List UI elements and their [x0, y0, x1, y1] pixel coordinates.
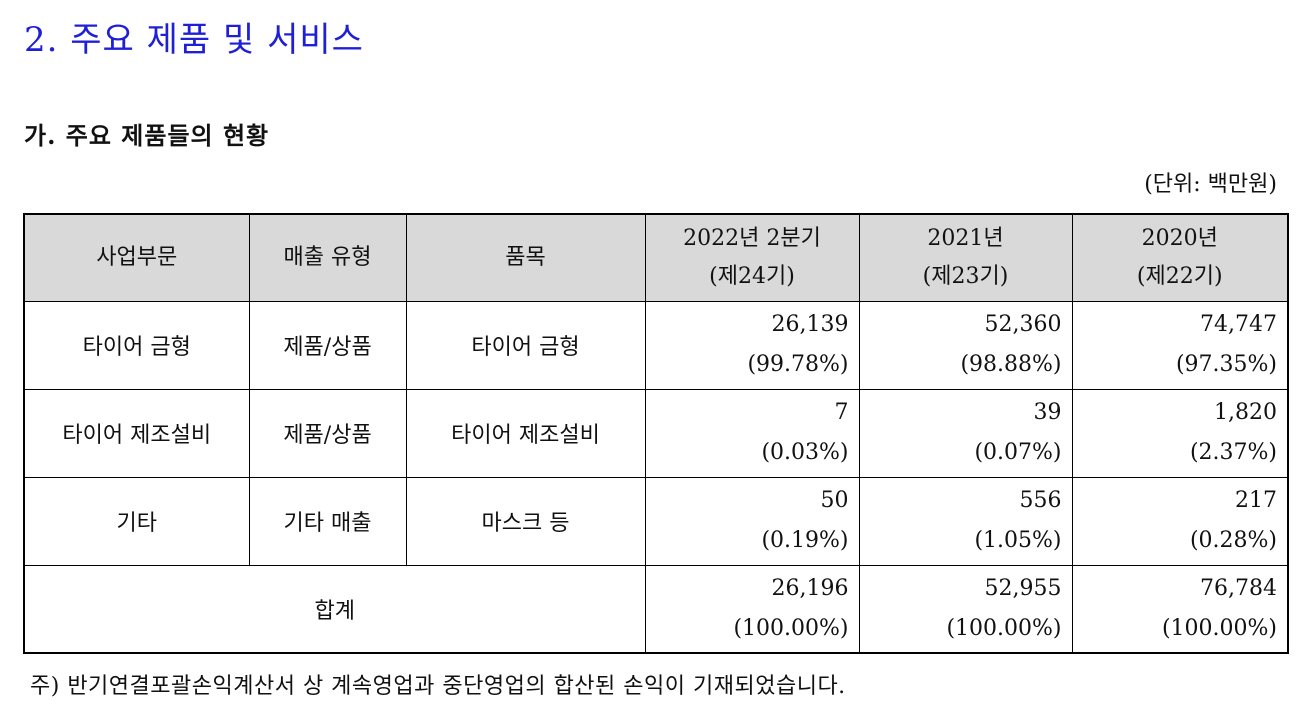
cell-value: 26,196: [771, 575, 849, 601]
cell-period-2021: 52,360 (98.88%): [858, 300, 1073, 390]
cell-item: 타이어 금형: [405, 300, 646, 390]
cell-period-2020: 1,820 (2.37%): [1071, 388, 1289, 478]
cell-value: 217: [1235, 488, 1277, 513]
cell-segment: 기타: [23, 476, 250, 566]
header-item: 품목: [405, 213, 646, 302]
cell-period-2022q2: 50 (0.19%): [644, 476, 860, 566]
cell-value: 1,820: [1214, 400, 1277, 425]
cell-segment: 타이어 제조설비: [23, 388, 250, 478]
cell-percent: (98.88%): [960, 352, 1062, 377]
cell-period-2020: 217 (0.28%): [1071, 476, 1289, 566]
cell-value: 39: [1033, 400, 1062, 425]
cell-percent: (100.00%): [1161, 615, 1277, 641]
cell-total-2020: 76,784 (100.00%): [1071, 564, 1289, 654]
cell-segment: 타이어 금형: [23, 300, 250, 390]
cell-percent: (100.00%): [946, 615, 1062, 641]
header-period-2022q2-line2: (제24기): [709, 263, 795, 289]
cell-period-2022q2: 7 (0.03%): [644, 388, 860, 478]
cell-sales-type: 기타 매출: [248, 476, 407, 566]
cell-value: 52,955: [984, 575, 1062, 601]
cell-percent: (0.07%): [974, 440, 1062, 465]
cell-value: 76,784: [1200, 575, 1277, 601]
header-period-2020-line1: 2020년: [1141, 225, 1218, 251]
cell-percent: (0.19%): [761, 528, 849, 553]
cell-item: 타이어 제조설비: [405, 388, 646, 478]
cell-percent: (0.28%): [1189, 528, 1277, 553]
cell-percent: (1.05%): [974, 528, 1062, 553]
unit-label: (단위: 백만원): [1144, 172, 1277, 197]
header-sales-type: 매출 유형: [248, 213, 407, 302]
header-period-2021-line1: 2021년: [927, 225, 1004, 251]
cell-value: 26,139: [771, 312, 849, 337]
subsection-title: 가. 주요 제품들의 현황: [24, 121, 270, 150]
section-title: 2. 주요 제품 및 서비스: [24, 20, 364, 60]
products-table: 사업부문 매출 유형 품목 2022년 2분기 (제24기) 2021년 (제2…: [23, 213, 1289, 654]
cell-total-label: 합계: [23, 564, 646, 654]
cell-value: 74,747: [1200, 312, 1277, 337]
table-row: 타이어 제조설비 제품/상품 타이어 제조설비 7 (0.03%) 39 (0.…: [23, 388, 1289, 478]
cell-sales-type: 제품/상품: [248, 300, 407, 390]
table-row: 타이어 금형 제품/상품 타이어 금형 26,139 (99.78%) 52,3…: [23, 300, 1289, 390]
cell-item: 마스크 등: [405, 476, 646, 566]
cell-total-2022q2: 26,196 (100.00%): [644, 564, 860, 654]
cell-sales-type: 제품/상품: [248, 388, 407, 478]
cell-period-2022q2: 26,139 (99.78%): [644, 300, 860, 390]
header-period-2020-line2: (제22기): [1136, 263, 1223, 289]
cell-period-2021: 556 (1.05%): [858, 476, 1073, 566]
header-period-2021: 2021년 (제23기): [858, 213, 1073, 302]
cell-period-2021: 39 (0.07%): [858, 388, 1073, 478]
table-total-row: 합계 26,196 (100.00%) 52,955 (100.00%) 76,…: [23, 564, 1289, 654]
table-row: 기타 기타 매출 마스크 등 50 (0.19%) 556 (1.05%) 21…: [23, 476, 1289, 566]
cell-percent: (97.35%): [1175, 352, 1277, 377]
cell-value: 50: [820, 488, 849, 513]
cell-value: 52,360: [984, 312, 1062, 337]
header-period-2022q2: 2022년 2분기 (제24기): [644, 213, 860, 302]
cell-percent: (99.78%): [747, 352, 849, 377]
cell-total-2021: 52,955 (100.00%): [858, 564, 1073, 654]
header-period-2021-line2: (제23기): [922, 263, 1009, 289]
cell-period-2020: 74,747 (97.35%): [1071, 300, 1289, 390]
cell-value: 556: [1019, 488, 1062, 513]
cell-percent: (100.00%): [733, 615, 849, 641]
cell-percent: (2.37%): [1189, 440, 1277, 465]
cell-value: 7: [834, 400, 849, 425]
footnote: 주) 반기연결포괄손익계산서 상 계속영업과 중단영업의 합산된 손익이 기재되…: [30, 674, 846, 699]
header-segment: 사업부문: [23, 213, 250, 302]
header-period-2022q2-line1: 2022년 2분기: [683, 225, 821, 251]
table-header-row: 사업부문 매출 유형 품목 2022년 2분기 (제24기) 2021년 (제2…: [23, 213, 1289, 302]
cell-percent: (0.03%): [761, 440, 849, 465]
header-period-2020: 2020년 (제22기): [1071, 213, 1289, 302]
